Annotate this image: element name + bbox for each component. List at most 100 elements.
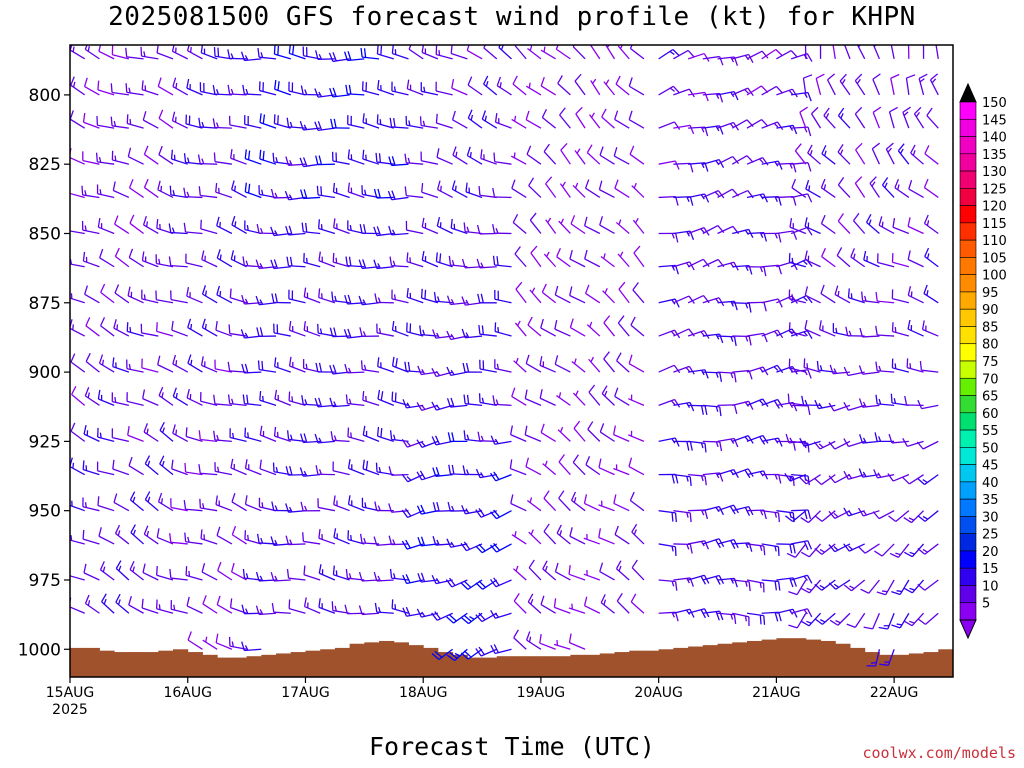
barb-full (776, 364, 784, 374)
barb-full (329, 327, 334, 337)
barb-shaft (702, 371, 720, 374)
barb-shaft (171, 608, 188, 614)
colorbar-label: 150 (982, 96, 1007, 111)
wind-barb (525, 457, 542, 476)
barb-half (774, 545, 777, 552)
barb-full (763, 266, 767, 277)
barb-full (274, 357, 277, 367)
barb-full (451, 432, 455, 442)
wind-barb (461, 328, 483, 339)
barb-half (435, 370, 441, 376)
barb-half (290, 434, 293, 441)
barb-full (405, 539, 411, 549)
barb-shaft (892, 330, 910, 337)
barb-full (630, 593, 637, 603)
wind-barb (917, 612, 939, 625)
wind-barb (905, 74, 916, 95)
wind-barb (598, 528, 615, 545)
wind-barb (377, 80, 394, 96)
barb-half (485, 81, 489, 87)
barb-shaft (823, 115, 836, 129)
wind-barb (543, 523, 557, 545)
barb-shaft (899, 612, 910, 629)
barb-shaft (862, 335, 880, 338)
barb-full (858, 365, 864, 375)
barb-shaft (479, 333, 497, 337)
barb-half (145, 221, 149, 227)
wind-barb (673, 124, 695, 135)
barb-shaft (111, 91, 129, 96)
barb-shaft (288, 577, 306, 581)
barb-full (317, 219, 321, 229)
barb-half (303, 124, 308, 130)
barb-shaft (572, 461, 586, 476)
barb-full (926, 107, 933, 116)
wind-barb (553, 598, 571, 614)
barb-half (759, 545, 763, 551)
barb-half (230, 88, 234, 95)
barb-shaft (810, 113, 822, 129)
barb-full (330, 431, 334, 441)
barb-half (574, 182, 579, 189)
wind-barb (902, 438, 924, 447)
barb-half (494, 612, 500, 618)
barb-half (496, 363, 499, 370)
barb-half (903, 111, 909, 117)
barb-shaft (617, 253, 630, 268)
wind-barb (799, 437, 821, 447)
barb-full (617, 315, 625, 324)
barb-full (850, 248, 856, 258)
barb-full (317, 121, 323, 131)
barb-full (672, 49, 680, 57)
wind-barb (574, 148, 586, 165)
barb-half (305, 257, 308, 264)
barb-shaft (318, 537, 336, 545)
wind-barb (799, 106, 808, 129)
barb-full (917, 583, 926, 591)
barb-full (715, 611, 720, 621)
barb-full (923, 284, 928, 294)
wind-barb (571, 358, 586, 373)
wind-barb (589, 45, 601, 60)
barb-full (686, 441, 690, 451)
barb-full (125, 83, 128, 93)
barb-full (789, 218, 793, 228)
barb-shaft (318, 506, 336, 512)
barb-full (462, 465, 466, 475)
barb-shaft (451, 87, 468, 96)
barb-full (907, 250, 911, 260)
wind-barb (539, 356, 556, 373)
terrain-bar (482, 657, 498, 677)
wind-barb (658, 510, 678, 523)
wind-barb (97, 427, 115, 443)
barb-full (601, 385, 608, 394)
barb-full (431, 652, 440, 660)
barb-shaft (128, 156, 144, 165)
barb-shaft (274, 122, 291, 129)
barb-full (806, 574, 813, 584)
barb-full (811, 106, 819, 115)
wind-barb (81, 185, 100, 199)
colorbar-label: 130 (982, 165, 1007, 180)
colorbar-label: 25 (982, 528, 999, 543)
wind-barb (345, 84, 365, 96)
barb-half (393, 294, 396, 300)
barb-full (704, 443, 707, 453)
barb-half (589, 321, 593, 328)
barb-full (450, 45, 453, 54)
wind-barb (419, 116, 439, 129)
terrain-bar (393, 642, 409, 677)
barb-half (450, 369, 455, 376)
barb-full (525, 110, 530, 120)
wind-barb (273, 45, 291, 60)
barb-shaft (525, 85, 542, 96)
barb-full (216, 285, 220, 295)
barb-shaft (171, 329, 188, 337)
barb-half (101, 359, 105, 366)
barb-full (846, 623, 856, 629)
wind-barb (924, 247, 939, 268)
y-tick-label: 850 (29, 224, 61, 244)
barb-shaft (496, 543, 512, 553)
barb-shaft (802, 77, 807, 95)
barb-half (435, 578, 440, 584)
